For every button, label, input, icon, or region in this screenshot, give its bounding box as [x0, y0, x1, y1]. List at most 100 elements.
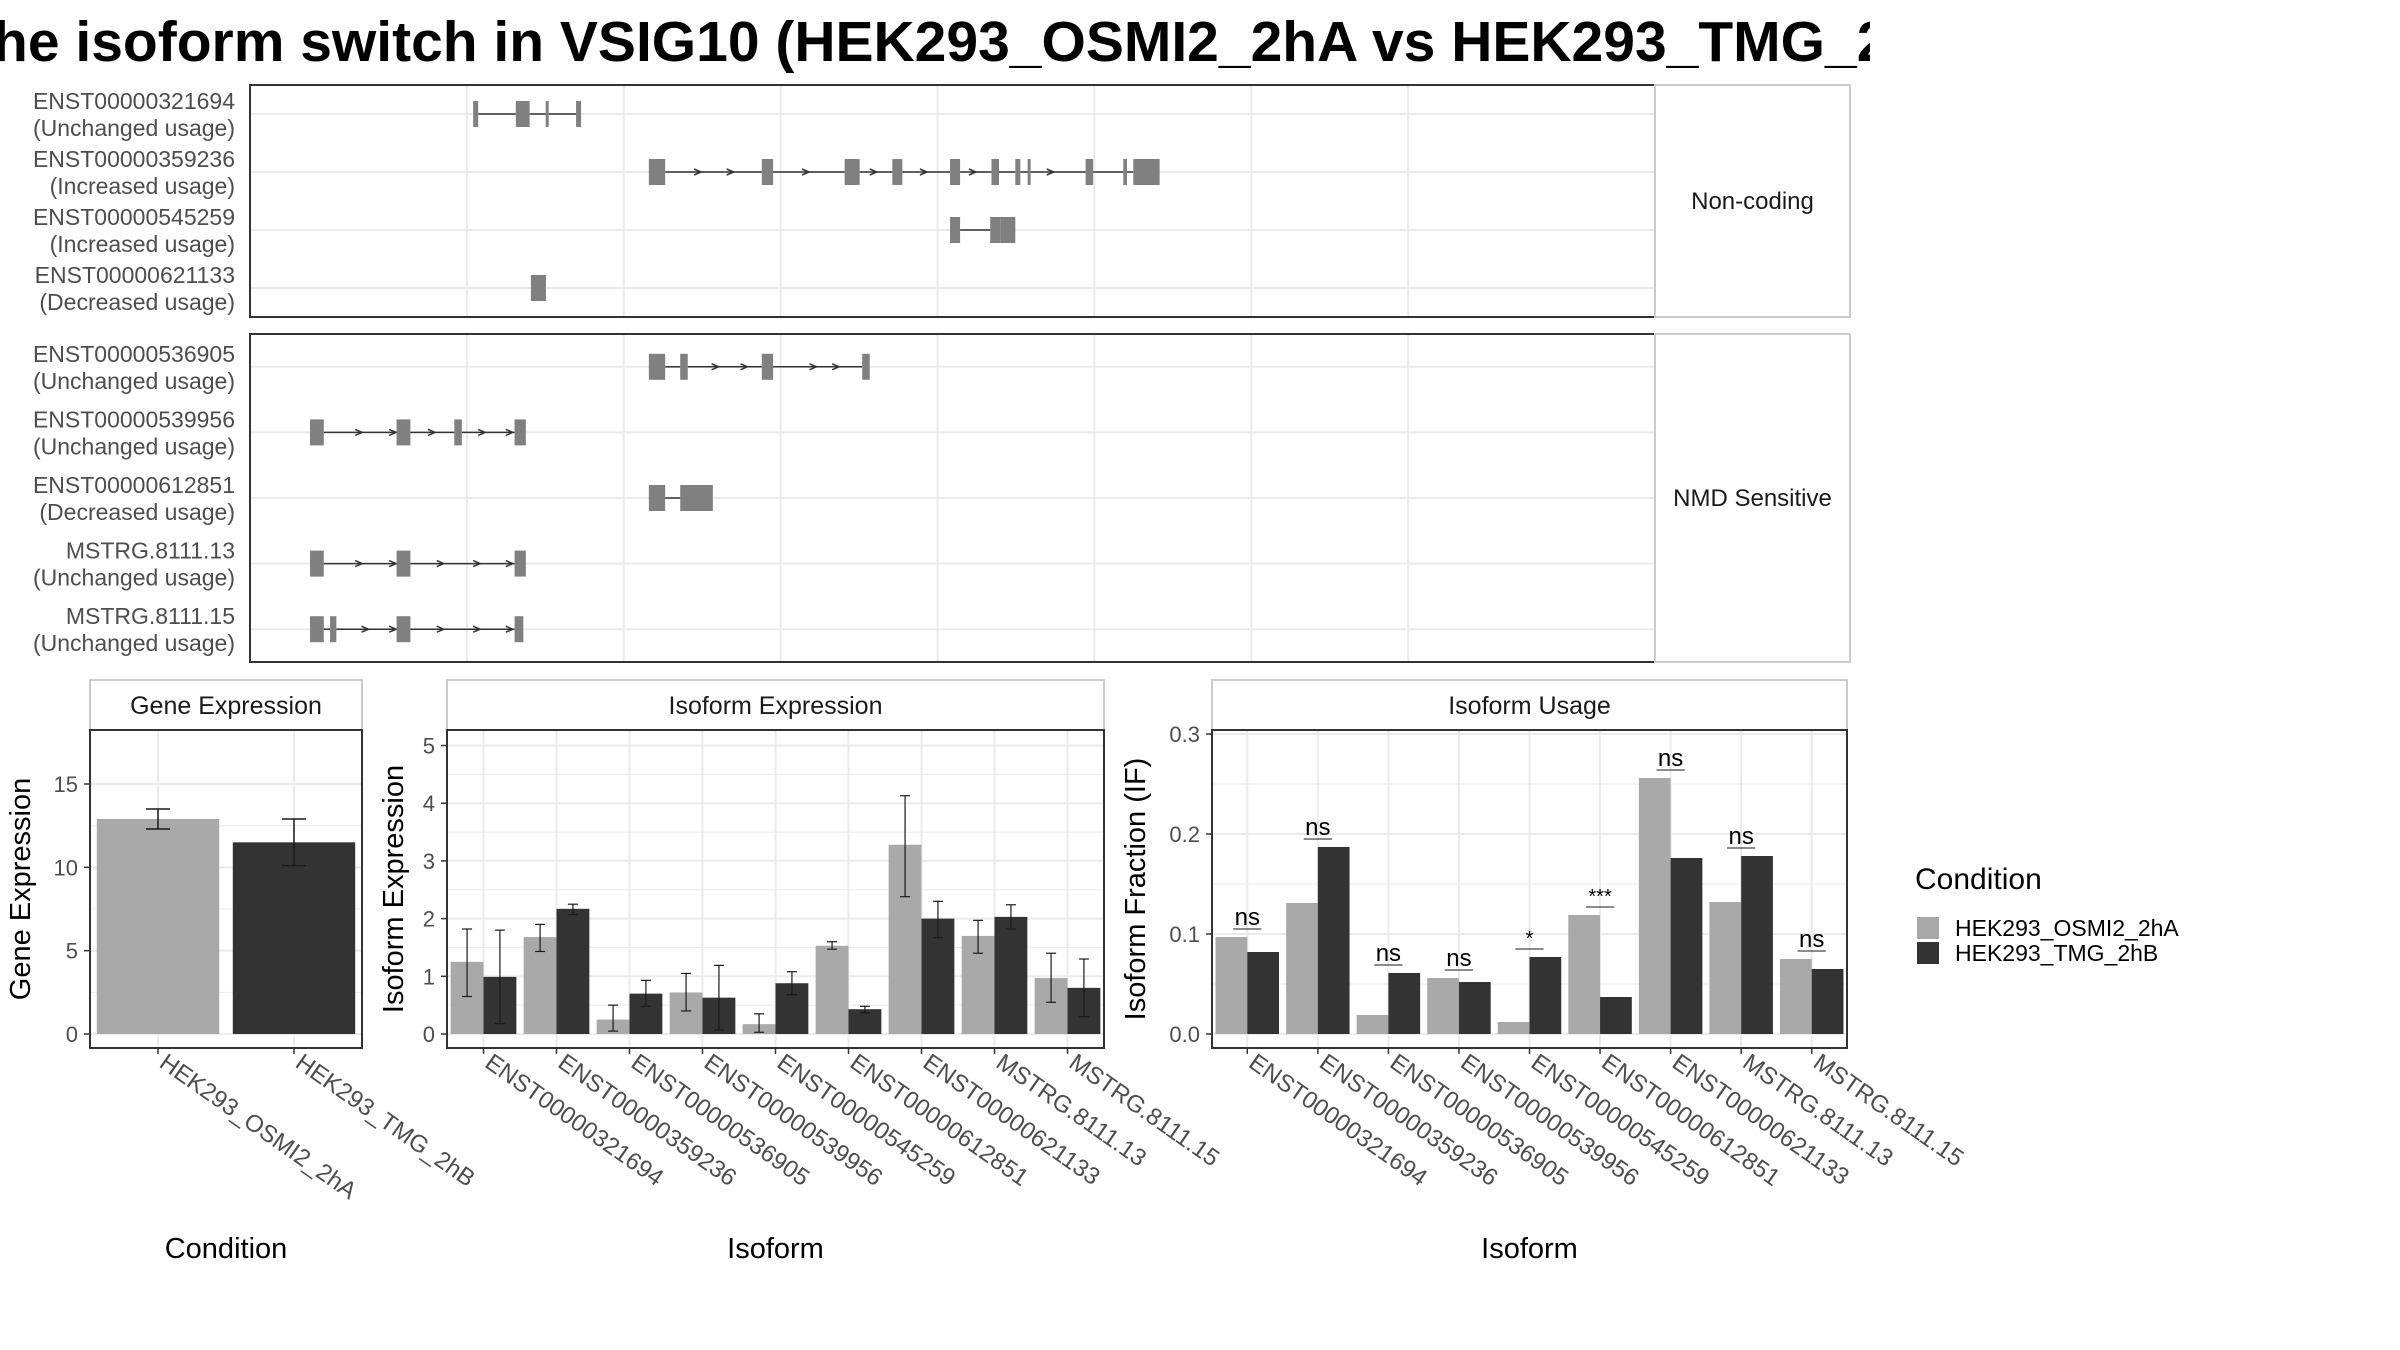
- legend-label: HEK293_OSMI2_2hA: [1955, 915, 2179, 941]
- bar-hek293-osmi2-2ha: [1638, 778, 1671, 1034]
- significance-label: ns: [1376, 940, 1401, 967]
- exon-block: [990, 217, 1001, 243]
- bar-hek293-tmg-2hb: [1388, 973, 1421, 1034]
- y-tick-label: 0.2: [1169, 822, 1200, 847]
- intron-direction-arrow: [968, 168, 978, 176]
- exon-block: [473, 101, 479, 127]
- bar-hek293-osmi2-2ha: [1286, 903, 1318, 1034]
- bar-hek293-tmg-2hb: [556, 908, 590, 1034]
- exon-block: [844, 159, 860, 185]
- bar-hek293-osmi2-2ha: [1568, 915, 1601, 1034]
- intron-direction-arrow: [693, 168, 703, 176]
- exon-block: [950, 159, 961, 185]
- chart-title-strip: [89, 679, 363, 731]
- chart-isoform-usage: Isoform Usage0.00.10.20.3nsENST000003216…: [1120, 679, 1968, 1265]
- exon-block: [680, 353, 688, 380]
- intron-direction-arrow: [505, 625, 515, 633]
- chart-title: Isoform Expression: [669, 692, 883, 720]
- y-tick-label: 5: [423, 734, 435, 759]
- chart-title-strip: [1211, 679, 1848, 731]
- transcript-id-label: ENST00000612851: [33, 472, 235, 498]
- intron-direction-arrow: [505, 559, 515, 568]
- transcript-enst00000612851: ENST00000612851(Decreased usage): [33, 472, 1655, 525]
- intron-direction-arrow: [436, 559, 446, 568]
- bar-hek293-tmg-2hb: [1317, 847, 1350, 1034]
- transcript-enst00000539956: ENST00000539956(Unchanged usage): [33, 406, 1655, 459]
- intron-direction-arrow: [809, 363, 819, 371]
- y-tick-label: 0.3: [1169, 722, 1200, 747]
- structure-group-label: NMD Sensitive: [1673, 485, 1832, 512]
- bar-hek293-osmi2-2ha: [1709, 902, 1742, 1034]
- exon-block: [680, 485, 713, 511]
- y-tick-label: 10: [54, 855, 78, 880]
- structure-group-label: Non-coding: [1691, 188, 1814, 215]
- intron-direction-arrow: [505, 428, 515, 437]
- y-tick-label: 0.0: [1169, 1022, 1200, 1047]
- significance-label: ns: [1728, 823, 1753, 850]
- transcript-usage-label: (Decreased usage): [39, 289, 235, 315]
- bar-hek293-tmg-2hb: [1670, 858, 1703, 1034]
- transcript-id-label: ENST00000359236: [33, 146, 235, 172]
- y-tick-label: 3: [423, 849, 435, 874]
- y-axis-title: Isoform Expression: [378, 765, 410, 1013]
- intron-direction-arrow: [388, 428, 398, 437]
- transcript-id-label: ENST00000621133: [35, 262, 235, 288]
- exon-block: [1085, 159, 1094, 185]
- exon-block: [991, 159, 999, 185]
- bar-hek293-tmg-2hb: [1458, 982, 1491, 1034]
- structure-group-strip: [1654, 333, 1851, 663]
- chart-title: Isoform Usage: [1448, 692, 1611, 720]
- transcript-id-label: MSTRG.8111.15: [66, 603, 235, 629]
- x-axis-title: Isoform: [1481, 1233, 1578, 1265]
- exon-block: [1133, 159, 1160, 185]
- transcript-usage-label: (Unchanged usage): [33, 115, 235, 141]
- bar: [96, 819, 220, 1034]
- bar-hek293-osmi2-2ha: [1427, 978, 1459, 1034]
- bar-chart-panels: Gene Expression051015HEK293_OSMI2_2hAHEK…: [5, 679, 1968, 1265]
- y-tick-label: 2: [423, 907, 435, 932]
- chart-title-strip: [446, 679, 1105, 731]
- plot-title-text: he isoform switch in VSIG10 (HEK293_OSMI…: [0, 10, 1870, 74]
- bar-hek293-osmi2-2ha: [1356, 1015, 1389, 1034]
- transcript-enst00000321694: ENST00000321694(Unchanged usage): [33, 88, 1655, 141]
- intron-direction-arrow: [477, 428, 488, 437]
- exon-block: [648, 159, 666, 185]
- bar-hek293-tmg-2hb: [1529, 957, 1562, 1034]
- exon-block: [454, 419, 462, 446]
- intron-direction-arrow: [354, 428, 365, 437]
- intron-direction-arrow: [388, 625, 398, 633]
- y-tick-label: 15: [54, 772, 78, 797]
- y-axis-title: Gene Expression: [5, 778, 37, 1000]
- chart-title: Gene Expression: [130, 692, 322, 720]
- legend-title: Condition: [1915, 863, 2042, 896]
- y-tick-label: 0: [423, 1022, 435, 1047]
- transcript-id-label: MSTRG.8111.13: [66, 538, 235, 564]
- transcript-enst00000536905: ENST00000536905(Unchanged usage): [33, 341, 1655, 394]
- structure-group-non-coding: ENST00000321694(Unchanged usage)ENST0000…: [33, 84, 1851, 318]
- intron-direction-arrow: [801, 168, 811, 176]
- exon-block: [530, 275, 546, 301]
- exon-block: [1000, 217, 1016, 243]
- significance-label: *: [1526, 928, 1534, 950]
- structure-group-nmd-sensitive: ENST00000536905(Unchanged usage) ENST0000…: [33, 333, 1851, 663]
- exon-block: [648, 353, 666, 380]
- intron-direction-arrow: [869, 168, 879, 176]
- y-tick-label: 5: [66, 939, 78, 964]
- intron-direction-arrow: [427, 428, 437, 437]
- intron-direction-arrow: [354, 559, 365, 568]
- bar-hek293-osmi2-2ha: [1215, 937, 1248, 1034]
- chart-panel-border: [446, 729, 1105, 1049]
- chart-panel-border: [89, 729, 363, 1049]
- significance-label: ns: [1799, 926, 1824, 953]
- legend-item-hek293-osmi2-2ha: HEK293_OSMI2_2hA: [1917, 915, 2179, 941]
- significance-label: ns: [1305, 814, 1330, 841]
- intron-direction-arrow: [361, 625, 371, 633]
- structure-panel-background: [250, 85, 1655, 317]
- y-tick-label: 4: [423, 791, 435, 816]
- transcript-enst00000359236: ENST00000359236(Increased usage): [33, 146, 1655, 199]
- exon-block: [396, 419, 411, 446]
- transcript-id-label: ENST00000545259: [33, 204, 235, 230]
- intron-direction-arrow: [726, 168, 736, 176]
